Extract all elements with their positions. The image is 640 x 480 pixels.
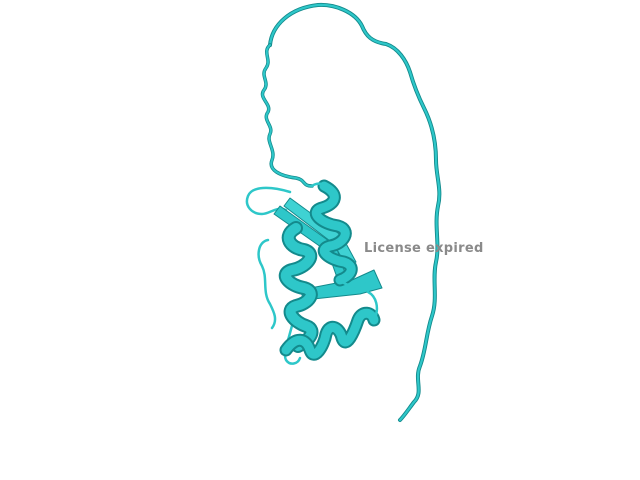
connector-loops: [310, 182, 379, 322]
helix-right: [309, 179, 358, 287]
protein-cartoon: [245, 2, 442, 422]
left-loop-coil: [245, 186, 292, 330]
helix-left: [278, 221, 319, 353]
wiggly-coil: [260, 43, 314, 188]
helix-bottom: [279, 306, 381, 361]
license-watermark: License expired: [364, 241, 484, 256]
